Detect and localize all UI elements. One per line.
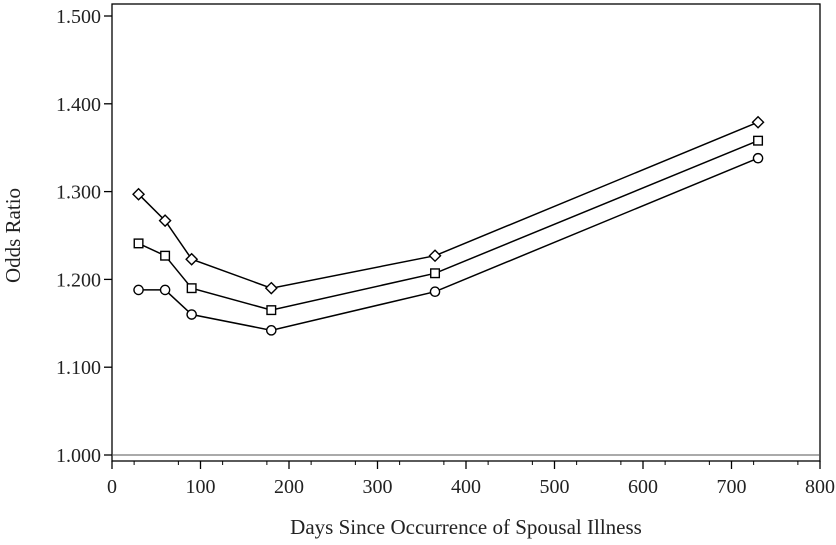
y-axis-title: Odds Ratio xyxy=(1,188,25,283)
square-marker xyxy=(266,305,277,316)
square-marker xyxy=(186,283,197,294)
x-tick-label: 200 xyxy=(274,476,304,498)
circle-marker xyxy=(752,152,764,164)
series-line-circle xyxy=(138,157,759,332)
square-marker xyxy=(160,250,171,261)
y-tick-label: 1.000 xyxy=(56,445,101,467)
x-tick-label: 500 xyxy=(540,476,570,498)
x-tick-label: 700 xyxy=(717,476,747,498)
plot-frame xyxy=(111,3,821,462)
y-tick-label: 1.500 xyxy=(56,6,101,28)
circle-marker xyxy=(133,284,144,296)
x-tick-label: 0 xyxy=(107,476,117,498)
diamond-marker xyxy=(264,281,278,295)
circle-marker xyxy=(186,309,197,320)
diamond-marker xyxy=(132,187,146,201)
axes xyxy=(111,3,821,462)
y-tick-label: 1.400 xyxy=(56,94,101,116)
x-axis-title: Days Since Occurrence of Spousal Illness xyxy=(290,515,642,539)
x-tick-label: 100 xyxy=(186,476,216,498)
series-line-square xyxy=(138,140,759,311)
series-line-diamond xyxy=(138,121,759,289)
diamond-marker xyxy=(751,115,765,129)
series-lines xyxy=(138,121,759,332)
y-tick-label: 1.200 xyxy=(56,269,101,291)
ticks: 1.000 1.100 1.200 1.300 1.400 1.500 0 100 200 300… xyxy=(56,6,835,498)
square-marker xyxy=(753,135,764,146)
series-markers xyxy=(132,115,765,336)
y-tick-label: 1.300 xyxy=(56,182,101,204)
x-tick-label: 300 xyxy=(363,476,393,498)
circle-marker xyxy=(429,286,441,297)
square-marker xyxy=(430,268,441,279)
diamond-marker xyxy=(428,249,442,263)
y-tick-label: 1.100 xyxy=(56,357,101,379)
x-tick-label: 400 xyxy=(451,476,481,498)
x-tick-label: 800 xyxy=(805,476,835,498)
diamond-marker xyxy=(185,252,199,266)
square-marker xyxy=(133,238,144,249)
diamond-marker xyxy=(158,214,172,228)
circle-marker xyxy=(265,325,277,336)
circle-marker xyxy=(159,284,171,296)
x-tick-label: 600 xyxy=(628,476,658,498)
